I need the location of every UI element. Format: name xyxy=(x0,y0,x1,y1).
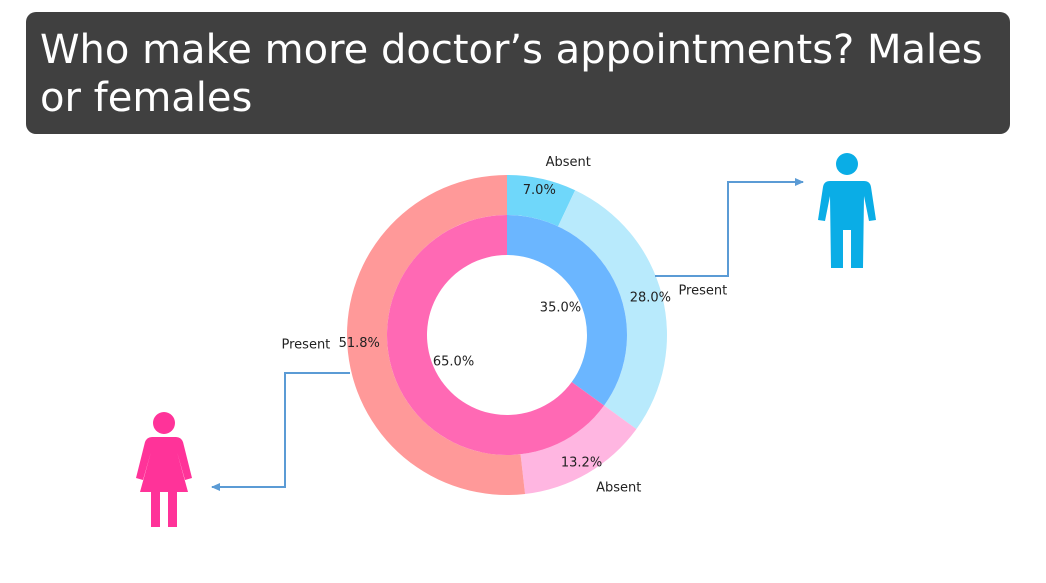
male-person-icon xyxy=(818,153,876,268)
page-title: Who make more doctor’s appointments? Mal… xyxy=(40,27,983,121)
inner-slice-male xyxy=(507,215,627,406)
female-person-icon xyxy=(136,412,192,527)
female-connector-arrow xyxy=(211,372,350,491)
male-connector-arrow xyxy=(655,178,804,277)
outer-slice-female-present xyxy=(347,175,526,495)
status-label-female-absent: Absent xyxy=(596,480,641,495)
status-label-male-present: Present xyxy=(678,283,727,298)
status-label-male-absent: Absent xyxy=(546,155,591,170)
pct-label-male-total: 35.0% xyxy=(540,300,581,315)
outer-slice-female-absent xyxy=(520,405,637,494)
outer-slice-male-present xyxy=(558,190,668,430)
status-label-female-present: Present xyxy=(282,338,331,353)
pct-label-male-present: 28.0% xyxy=(630,291,671,306)
title-banner: Who make more doctor’s appointments? Mal… xyxy=(26,12,1010,134)
outer-slice-male-absent xyxy=(507,175,576,227)
pct-label-male-absent: 7.0% xyxy=(523,183,556,198)
inner-ring xyxy=(387,215,627,455)
inner-slice-female xyxy=(387,215,605,455)
pct-label-female-absent: 13.2% xyxy=(561,455,602,470)
pct-label-female-total: 65.0% xyxy=(433,355,474,370)
pct-label-female-present: 51.8% xyxy=(339,336,380,351)
outer-ring xyxy=(347,175,668,495)
chart-labels: 7.0% Absent 28.0% Present 13.2% Absent 51.8% Pr… xyxy=(282,155,728,496)
